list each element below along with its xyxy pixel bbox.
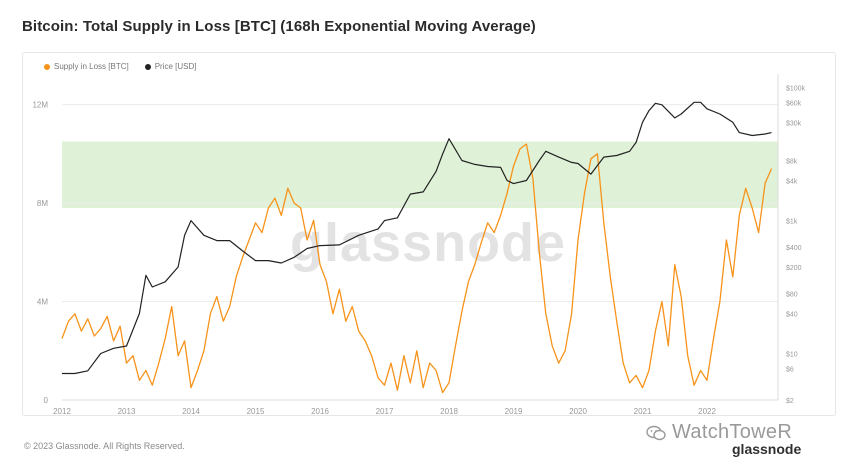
y-left-tick-label: 12M bbox=[32, 101, 48, 110]
y-right-tick-label: $80 bbox=[786, 291, 798, 298]
glassnode-brand-watermark: glassnode bbox=[732, 441, 802, 457]
highlight-band-layer bbox=[62, 141, 778, 208]
legend-supply-label: Supply in Loss [BTC] bbox=[54, 62, 129, 71]
watchtower-watermark: WatchToweR bbox=[646, 421, 792, 444]
price-usd-line bbox=[62, 101, 772, 375]
y-right-tick-label: $2 bbox=[786, 398, 794, 405]
legend-supply-dot-icon bbox=[44, 63, 50, 70]
y-right-tick-label: $1k bbox=[786, 219, 798, 226]
y-right-tick-label: $4k bbox=[786, 179, 798, 186]
chart-legend: Supply in Loss [BTC] Price [USD] bbox=[44, 62, 197, 71]
x-tick-label: 2022 bbox=[698, 407, 716, 416]
y-right-tick-label: $400 bbox=[786, 245, 802, 252]
y-right-tick-label: $6 bbox=[786, 366, 794, 373]
y-left-tick-label: 4M bbox=[37, 298, 48, 307]
y-right-tick-label: $60k bbox=[786, 100, 802, 107]
chart-frame bbox=[22, 52, 836, 416]
y-right-tick-label: $200 bbox=[786, 265, 802, 272]
x-tick-label: 2012 bbox=[53, 407, 71, 416]
legend-item-supply[interactable]: Supply in Loss [BTC] bbox=[44, 62, 129, 71]
copyright-footer: © 2023 Glassnode. All Rights Reserved. bbox=[24, 441, 185, 451]
x-tick-label: 2021 bbox=[634, 407, 652, 416]
wechat-icon bbox=[646, 425, 666, 441]
chart-title: Bitcoin: Total Supply in Loss [BTC] (168… bbox=[22, 18, 536, 35]
x-tick-label: 2018 bbox=[440, 407, 458, 416]
y-right-tick-label: $100k bbox=[786, 86, 806, 93]
x-tick-label: 2014 bbox=[182, 407, 200, 416]
y-right-tick-label: $40 bbox=[786, 311, 798, 318]
x-tick-label: 2015 bbox=[247, 407, 265, 416]
x-tick-label: 2017 bbox=[376, 407, 394, 416]
x-tick-label: 2020 bbox=[569, 407, 587, 416]
supply-in-loss-line bbox=[61, 143, 773, 394]
supply-series-layer bbox=[61, 143, 773, 394]
watchtower-brand-text: WatchToweR bbox=[672, 421, 793, 443]
legend-item-price[interactable]: Price [USD] bbox=[144, 62, 197, 71]
price-series-layer bbox=[62, 101, 772, 375]
y-left-tick-label: 8M bbox=[37, 199, 48, 208]
y-right-tick-label: $10 bbox=[786, 352, 798, 359]
supply-range-band bbox=[62, 141, 778, 208]
x-tick-label: 2019 bbox=[505, 407, 523, 416]
y-left-tick-label: 0 bbox=[44, 396, 49, 405]
y-right-tick-label: $30k bbox=[786, 120, 802, 127]
y-right-tick-label: $8k bbox=[786, 159, 798, 166]
axis-layer: 0 4M 8M 12M 2012 2013 2014 2015 2016 2017 2018 2019… bbox=[32, 74, 806, 416]
legend-price-dot-icon bbox=[144, 63, 151, 70]
x-tick-label: 2013 bbox=[118, 407, 136, 416]
x-tick-label: 2016 bbox=[311, 407, 329, 416]
legend-price-label: Price [USD] bbox=[154, 62, 197, 71]
